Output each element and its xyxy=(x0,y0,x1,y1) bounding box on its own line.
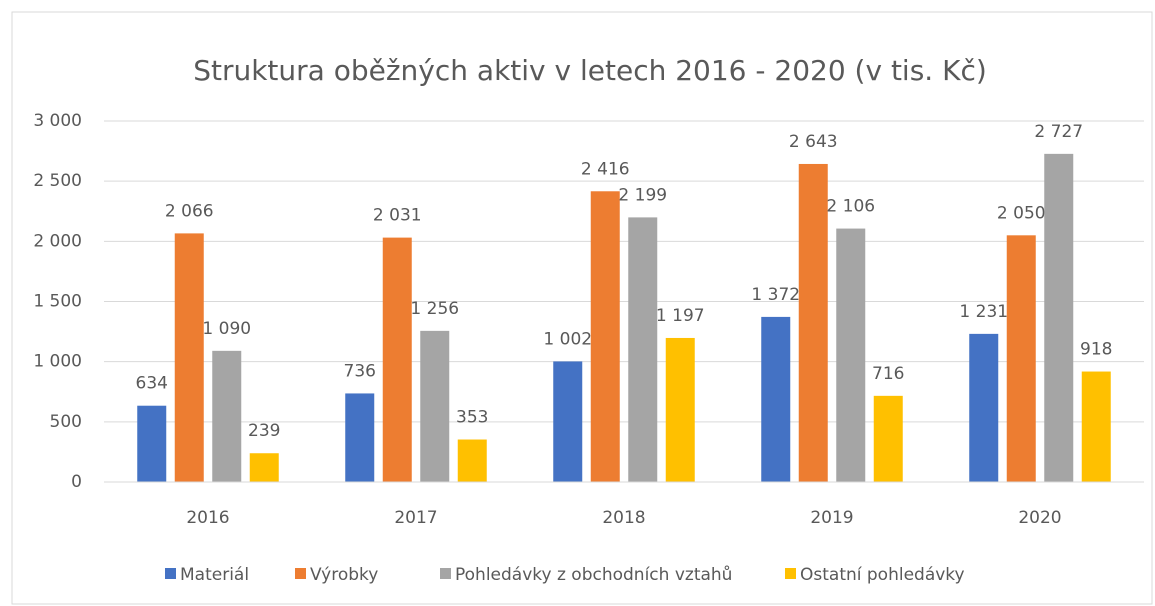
legend-swatch xyxy=(440,568,451,579)
data-label: 353 xyxy=(456,408,488,428)
data-label: 716 xyxy=(872,364,904,384)
data-label: 1 090 xyxy=(202,319,251,339)
data-label: 2 416 xyxy=(581,159,630,179)
bar xyxy=(249,453,279,482)
legend-label: Pohledávky z obchodních vztahů xyxy=(455,565,732,585)
y-tick-label: 3 000 xyxy=(33,111,82,131)
legend-label: Ostatní pohledávky xyxy=(800,565,965,585)
legend-label: Výrobky xyxy=(310,565,378,585)
bar xyxy=(873,395,903,482)
bar xyxy=(798,163,828,483)
legend-swatch xyxy=(295,568,306,579)
bar xyxy=(212,350,242,482)
y-tick-label: 1 500 xyxy=(33,292,82,312)
data-label: 2 106 xyxy=(826,197,875,217)
bar xyxy=(590,191,620,483)
x-tick-label: 2016 xyxy=(186,508,229,528)
bar xyxy=(761,316,791,482)
x-tick-label: 2017 xyxy=(394,508,437,528)
data-label: 918 xyxy=(1080,340,1112,360)
data-label: 2 031 xyxy=(373,206,422,226)
bar xyxy=(382,237,412,482)
chart-title: Struktura oběžných aktiv v letech 2016 -… xyxy=(193,54,987,87)
bar xyxy=(628,217,658,482)
bar xyxy=(457,439,487,482)
data-label: 2 050 xyxy=(997,203,1046,223)
bar xyxy=(420,330,450,482)
data-label: 2 643 xyxy=(789,132,838,152)
data-label: 736 xyxy=(344,361,376,381)
bar xyxy=(1006,235,1036,482)
data-label: 2 727 xyxy=(1034,122,1083,142)
bar xyxy=(665,337,695,482)
data-label: 239 xyxy=(248,421,280,441)
data-label: 1 256 xyxy=(410,299,459,319)
data-label: 2 199 xyxy=(618,185,667,205)
y-tick-label: 500 xyxy=(50,412,82,432)
x-tick-label: 2018 xyxy=(602,508,645,528)
bar xyxy=(969,333,999,482)
y-tick-label: 2 500 xyxy=(33,171,82,191)
data-label: 2 066 xyxy=(165,201,214,221)
data-label: 1 231 xyxy=(959,302,1008,322)
legend-label: Materiál xyxy=(180,565,249,585)
bar xyxy=(137,405,167,482)
legend-swatch xyxy=(165,568,176,579)
bar xyxy=(553,361,583,482)
bar xyxy=(345,393,375,482)
x-tick-label: 2020 xyxy=(1018,508,1061,528)
y-tick-label: 1 000 xyxy=(33,352,82,372)
legend-swatch xyxy=(785,568,796,579)
bar xyxy=(1044,153,1074,482)
bar xyxy=(836,228,866,482)
bar xyxy=(1081,371,1111,482)
data-label: 1 002 xyxy=(543,329,592,349)
data-label: 1 372 xyxy=(751,285,800,305)
bar xyxy=(174,233,204,482)
y-tick-label: 0 xyxy=(71,472,82,492)
x-tick-label: 2019 xyxy=(810,508,853,528)
y-tick-label: 2 000 xyxy=(33,231,82,251)
data-label: 1 197 xyxy=(656,306,705,326)
data-label: 634 xyxy=(136,374,168,394)
